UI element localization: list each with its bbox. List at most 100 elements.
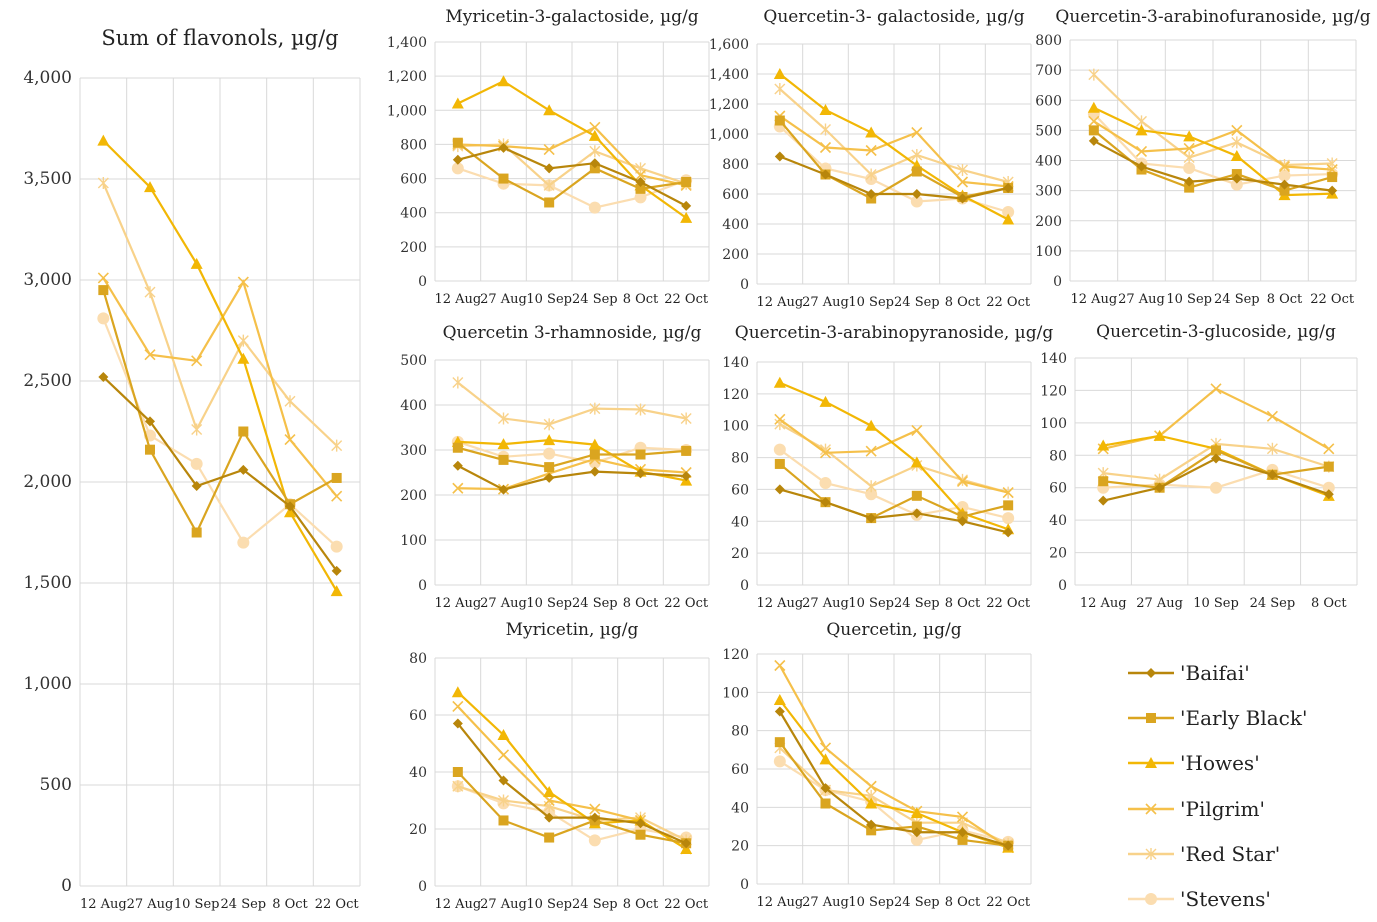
y-tick-label: 0 [740, 578, 749, 594]
x-tick-label: 24 Sep [572, 292, 618, 307]
data-point [819, 753, 832, 765]
data-point [238, 426, 249, 437]
data-point [1323, 443, 1335, 455]
x-tick-label: 10 Sep [526, 596, 572, 611]
data-point [97, 312, 110, 325]
data-point [1145, 893, 1157, 906]
data-point [331, 490, 343, 502]
series-line [452, 442, 692, 473]
x-tick-label: 27 Aug [1118, 292, 1165, 307]
y-tick-label: 300 [1035, 184, 1062, 200]
series-path [102, 182, 338, 447]
series-path [779, 73, 1009, 221]
data-point [544, 472, 555, 483]
data-point [190, 457, 203, 470]
data-point [1327, 185, 1338, 196]
y-tick-label: 100 [722, 685, 749, 701]
y-tick-label: 600 [400, 172, 427, 188]
data-point [635, 183, 646, 194]
data-point [191, 481, 202, 492]
data-point [911, 827, 922, 838]
y-tick-label: 400 [400, 398, 427, 414]
data-point [190, 257, 203, 269]
x-tick-label: 24 Sep [894, 895, 940, 910]
data-point [773, 694, 786, 705]
data-point [452, 137, 463, 148]
series-path [1102, 457, 1330, 502]
data-point [865, 144, 877, 157]
data-point [635, 176, 646, 187]
x-tick-label: 12 Aug [756, 895, 803, 910]
y-tick-label: 1,400 [387, 35, 427, 51]
data-point [498, 454, 509, 465]
y-tick-label: 500 [1035, 123, 1062, 139]
data-point [774, 659, 786, 672]
data-point [865, 780, 877, 792]
data-point [911, 189, 922, 199]
data-point [1003, 527, 1014, 538]
data-point [1003, 840, 1014, 851]
series-line [97, 134, 343, 597]
legend-item: 'Howes' [1128, 741, 1368, 786]
data-point [680, 211, 693, 223]
data-point [498, 794, 509, 807]
data-point [1097, 439, 1110, 451]
x-tick-label: 27 Aug [802, 295, 849, 310]
legend-item: 'Stevens' [1128, 876, 1368, 921]
y-tick-label: 140 [722, 355, 749, 371]
x-tick-label: 22 Oct [664, 292, 709, 307]
data-point [452, 482, 464, 494]
x-tick-label: 12 Aug [434, 292, 481, 307]
legend-item: 'Early Black' [1128, 695, 1368, 740]
x-tick-label: 8 Oct [1267, 292, 1303, 307]
data-point [285, 501, 295, 512]
data-point [820, 783, 831, 794]
data-point [1231, 124, 1243, 136]
series-path [1093, 73, 1333, 167]
data-point [588, 129, 601, 141]
y-tick-label: 1,500 [23, 573, 72, 593]
data-point [634, 169, 647, 181]
data-point [1088, 115, 1100, 127]
y-tick-label: 120 [722, 647, 749, 663]
data-point [452, 718, 463, 729]
data-point [911, 508, 922, 519]
x-tick-label: 12 Aug [1070, 292, 1117, 307]
data-point [681, 176, 692, 187]
series-path [778, 119, 1009, 200]
data-point [544, 832, 555, 843]
y-tick-label: 3,500 [23, 169, 72, 189]
data-point [1003, 500, 1014, 511]
x-tick-label: 12 Aug [80, 897, 127, 912]
x-tick-label: 24 Sep [1250, 596, 1296, 611]
y-tick-label: 1,000 [23, 674, 72, 694]
series-path [779, 381, 1009, 531]
y-tick-label: 300 [400, 443, 427, 459]
data-point [1266, 410, 1278, 422]
y-tick-label: 140 [1040, 351, 1067, 367]
data-point [1002, 512, 1015, 525]
y-tick-label: 200 [400, 240, 427, 256]
data-point [774, 413, 786, 425]
data-point [1230, 149, 1243, 161]
series-path [457, 457, 687, 491]
data-point [98, 285, 109, 296]
series-path [102, 289, 338, 535]
data-point [1146, 667, 1156, 678]
data-point [452, 376, 464, 389]
data-point [1146, 712, 1156, 723]
data-point [1279, 179, 1290, 190]
data-point [589, 121, 601, 133]
data-point [820, 798, 831, 809]
legend-label: 'Early Black' [1180, 705, 1308, 730]
x-tick-label: 8 Oct [945, 596, 981, 611]
y-tick-label: 600 [722, 187, 749, 203]
y-tick-label: 400 [722, 217, 749, 233]
data-point [1088, 68, 1100, 81]
data-point [98, 371, 109, 382]
series-line [97, 177, 343, 452]
x-tick-label: 24 Sep [1214, 292, 1260, 307]
y-tick-label: 500 [400, 353, 427, 369]
data-point [1183, 151, 1195, 164]
data-point [773, 443, 786, 456]
